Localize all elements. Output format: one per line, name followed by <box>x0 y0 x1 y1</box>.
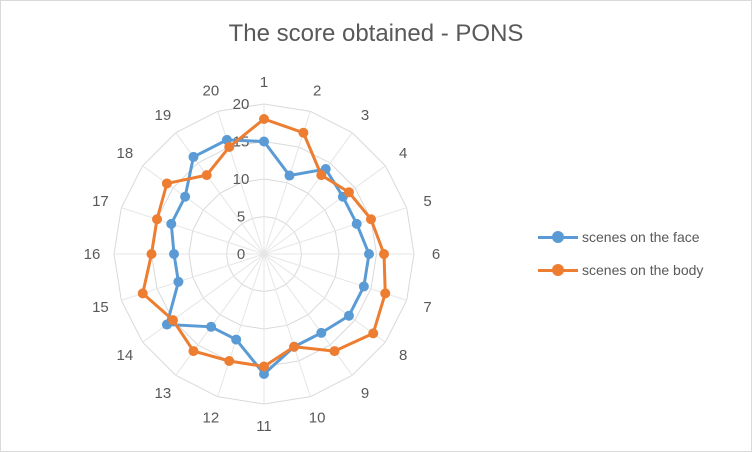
data-point <box>368 328 379 339</box>
data-point <box>206 321 217 332</box>
series-layer <box>137 114 391 379</box>
data-point <box>284 170 295 181</box>
data-point <box>173 276 184 287</box>
data-point <box>146 249 157 259</box>
spoke-3 <box>263 132 353 255</box>
radial-tick-label: 20 <box>233 96 250 113</box>
legend-label-face: scenes on the face <box>582 229 700 245</box>
category-label: 19 <box>155 107 172 124</box>
category-label: 10 <box>309 410 326 427</box>
data-point <box>166 218 177 229</box>
spoke-18 <box>142 165 265 255</box>
category-label: 11 <box>256 418 272 435</box>
category-label: 6 <box>432 246 440 263</box>
data-point <box>379 249 389 259</box>
data-point <box>343 310 354 321</box>
data-point <box>180 191 191 202</box>
data-point <box>152 214 163 225</box>
data-point <box>137 288 148 299</box>
spoke-10 <box>263 253 311 397</box>
data-point <box>188 346 199 357</box>
data-point <box>161 178 172 189</box>
category-label: 1 <box>260 74 268 91</box>
radial-tick-label: 5 <box>237 209 245 226</box>
radial-tick-label: 0 <box>237 246 245 263</box>
category-label: 16 <box>84 246 101 263</box>
data-point <box>259 114 269 124</box>
legend-swatch-body <box>538 264 578 276</box>
legend-label-body: scenes on the body <box>582 262 704 278</box>
series-1 <box>137 114 391 372</box>
spoke-17 <box>121 207 265 255</box>
category-label: 15 <box>92 299 109 316</box>
category-label: 13 <box>155 385 172 402</box>
radial-tick-labels: 0 5 10 15 20 <box>233 96 250 263</box>
data-point <box>365 214 376 225</box>
category-label: 17 <box>92 193 109 210</box>
data-point <box>224 355 235 366</box>
spoke-12 <box>217 253 265 397</box>
category-label: 2 <box>313 82 321 99</box>
data-point <box>380 288 391 299</box>
data-point <box>259 136 269 147</box>
radial-tick-label: 10 <box>233 171 250 188</box>
data-point <box>259 369 269 379</box>
data-point <box>289 341 300 352</box>
category-label: 20 <box>203 82 220 99</box>
category-label: 9 <box>361 385 369 402</box>
radial-tick-label: 15 <box>233 134 250 151</box>
radar-grid <box>113 103 415 405</box>
category-label: 18 <box>117 145 134 162</box>
data-point <box>329 346 340 357</box>
data-point <box>201 170 212 181</box>
category-label: 14 <box>117 347 134 364</box>
series-0 <box>161 134 374 379</box>
spoke-4 <box>263 165 386 255</box>
data-point <box>364 249 374 259</box>
legend-item-body: scenes on the body <box>538 262 703 278</box>
data-point <box>351 218 362 229</box>
data-point <box>259 361 269 372</box>
data-point <box>188 151 199 162</box>
data-point <box>343 187 354 198</box>
spoke-8 <box>263 253 386 343</box>
category-label: 4 <box>399 145 407 162</box>
spoke-19 <box>175 132 265 255</box>
category-label: 5 <box>423 193 431 210</box>
chart-title: The score obtained - PONS <box>228 20 524 47</box>
data-point <box>316 327 327 338</box>
spoke-5 <box>263 207 407 255</box>
category-label: 8 <box>399 347 407 364</box>
category-label: 7 <box>423 299 431 316</box>
data-point <box>224 142 235 153</box>
legend-item-face: scenes on the face <box>538 229 700 245</box>
data-point <box>298 127 309 138</box>
data-point <box>316 170 327 181</box>
spoke-14 <box>142 253 265 343</box>
data-point <box>358 281 369 292</box>
legend-swatch-face <box>538 231 578 243</box>
data-point <box>167 315 178 326</box>
data-point <box>169 249 179 259</box>
category-label: 3 <box>361 107 369 124</box>
category-label: 12 <box>203 410 220 427</box>
data-point <box>231 334 242 345</box>
